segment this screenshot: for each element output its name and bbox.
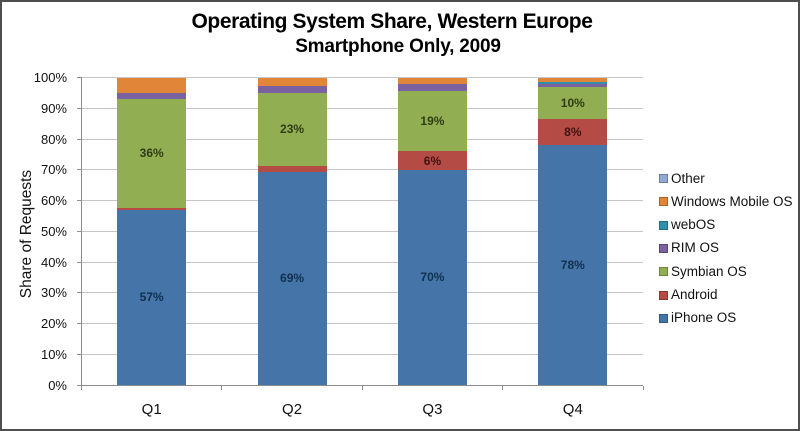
y-tick-label: 70% <box>40 162 67 178</box>
gridline <box>81 169 643 171</box>
data-label: 57% <box>139 290 164 305</box>
segment-q3-windows-mobile-os <box>397 77 467 84</box>
legend-swatch <box>658 267 668 277</box>
y-tick-label: 30% <box>40 285 67 301</box>
segment-q4-android: 8% <box>538 118 608 145</box>
y-axis-tick <box>76 107 82 109</box>
segment-q2-windows-mobile-os <box>257 77 327 87</box>
chart-subtitle: Smartphone Only, 2009 <box>295 36 501 57</box>
data-label: 78% <box>560 257 585 272</box>
legend-swatch <box>658 174 668 183</box>
x-axis-tick <box>81 385 82 390</box>
data-label: 36% <box>139 146 164 161</box>
segment-q3-rim-os <box>397 83 467 92</box>
segment-q4-windows-mobile-os <box>538 77 608 82</box>
segment-q3-symbian-os: 19% <box>397 91 467 152</box>
segment-q1-android <box>117 207 187 210</box>
legend-swatch <box>658 243 668 253</box>
x-tick-label: Q3 <box>422 401 443 418</box>
y-axis-tick <box>76 261 82 263</box>
y-axis-tick <box>76 200 82 201</box>
gridline <box>81 261 643 263</box>
segment-q1-symbian-os: 36% <box>117 99 187 208</box>
y-axis-line <box>81 77 82 389</box>
data-label: 23% <box>280 122 305 137</box>
x-axis-tick <box>502 385 504 390</box>
legend-label: RIM OS <box>671 240 720 256</box>
gridline <box>81 230 643 232</box>
y-axis-tick <box>76 292 82 294</box>
gridline <box>81 107 643 109</box>
y-axis-tick <box>76 384 82 386</box>
x-tick-label: Q2 <box>282 401 303 418</box>
gridline <box>81 77 643 78</box>
y-tick-label: 80% <box>40 131 67 147</box>
segment-q2-android <box>257 165 327 172</box>
y-tick-label: 40% <box>40 254 67 270</box>
y-axis-tick <box>76 230 82 232</box>
bar-q3: 70% 6% 19% <box>397 77 467 385</box>
x-tick-label: Q4 <box>562 401 583 418</box>
x-axis-line <box>81 384 643 386</box>
y-tick-label: 10% <box>40 346 67 362</box>
segment-q2-iphone-os: 69% <box>257 171 327 385</box>
data-label: 6% <box>423 153 442 168</box>
y-tick-label: 60% <box>40 193 67 208</box>
gridline <box>81 323 643 324</box>
x-axis-tick <box>361 385 363 390</box>
data-label: 19% <box>420 114 445 129</box>
bar-q1: 57% 36% <box>117 77 187 386</box>
bar-q2: 69% 23% <box>257 77 327 386</box>
segment-q1-windows-mobile-os <box>117 77 187 93</box>
gridline <box>81 138 643 140</box>
segment-q4-symbian-os: 10% <box>538 87 608 119</box>
y-axis-tick <box>76 138 82 140</box>
y-tick-label: 90% <box>40 100 67 116</box>
legend-swatch <box>658 313 668 323</box>
y-tick-label: 20% <box>40 316 67 331</box>
segment-q1-rim-os <box>117 92 187 100</box>
data-label: 70% <box>420 270 445 285</box>
x-axis-tick <box>221 385 223 390</box>
legend-label: Android <box>671 287 718 302</box>
segment-q4-webos <box>538 81 608 85</box>
y-tick-label: 100% <box>33 70 67 85</box>
gridline <box>81 200 643 201</box>
y-tick-label: 50% <box>40 223 67 239</box>
legend-swatch <box>658 197 668 207</box>
y-axis-tick <box>76 77 82 78</box>
legend-label: webOS <box>671 217 716 233</box>
segment-q4-rim-os <box>538 84 608 88</box>
segment-q3-iphone-os: 70% <box>397 169 467 385</box>
segment-q2-symbian-os: 23% <box>257 93 327 166</box>
legend-label: Symbian OS <box>671 263 747 279</box>
data-label: 8% <box>564 124 582 139</box>
segment-q2-rim-os <box>257 86 327 94</box>
legend-swatch <box>658 220 668 230</box>
x-axis-tick <box>642 385 644 390</box>
x-tick-label: Q1 <box>141 401 162 418</box>
bar-q4: 78% 8% 10% <box>538 77 608 386</box>
y-axis-tick <box>76 323 82 324</box>
gridline <box>81 353 643 355</box>
y-tick-label: 0% <box>48 377 67 393</box>
segment-q4-iphone-os: 78% <box>538 144 608 385</box>
gridline <box>81 292 643 294</box>
y-axis-tick <box>76 169 82 171</box>
legend-label: iPhone OS <box>671 310 737 326</box>
data-label: 69% <box>280 271 305 286</box>
chart-title: Operating System Share, Western Europe <box>191 10 593 33</box>
segment-q3-android: 6% <box>397 151 467 170</box>
data-label: 10% <box>560 96 585 110</box>
legend-swatch <box>658 290 668 300</box>
legend-label: Other <box>671 170 705 186</box>
legend-label: Windows Mobile OS <box>671 193 793 209</box>
segment-q1-iphone-os: 57% <box>117 209 187 385</box>
y-axis-tick <box>76 353 82 355</box>
